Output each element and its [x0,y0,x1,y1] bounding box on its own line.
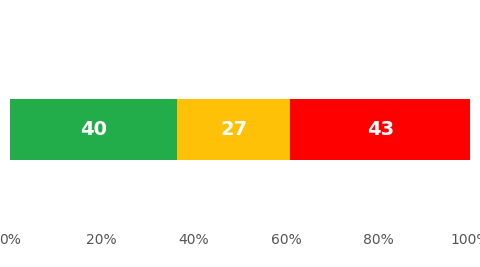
Bar [290,99,470,160]
Bar [177,99,290,160]
Bar [10,99,177,160]
Text: 43: 43 [367,120,394,139]
Text: 27: 27 [220,120,247,139]
Text: 40: 40 [80,120,107,139]
